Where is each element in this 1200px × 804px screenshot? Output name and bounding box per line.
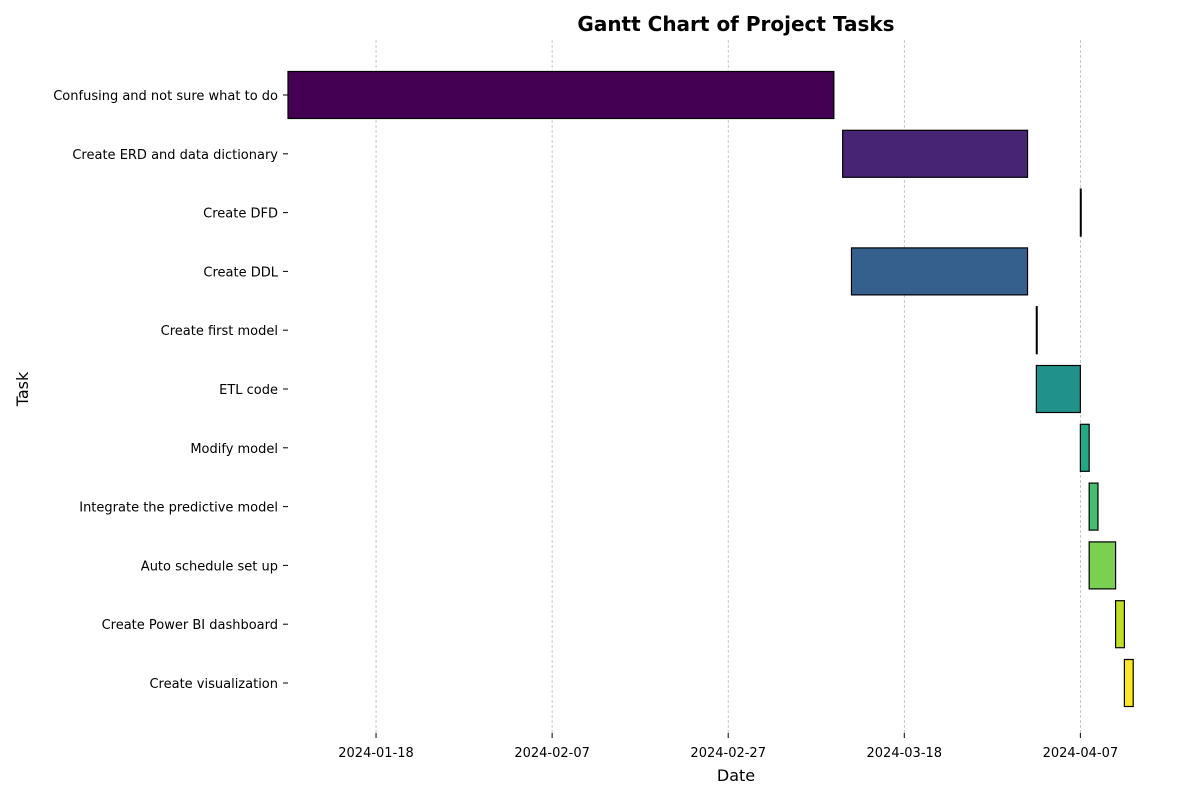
x-tick-label: 2024-01-18: [338, 746, 414, 761]
task-label: Create ERD and data dictionary: [72, 148, 278, 163]
task-bar: [850, 247, 1029, 296]
task-label: Create DDL: [203, 265, 278, 280]
task-bar: [842, 129, 1029, 178]
task-label: Create first model: [161, 324, 278, 339]
task-bar: [1088, 482, 1099, 531]
task-bar: [1079, 188, 1082, 237]
x-tick-label: 2024-02-07: [514, 746, 590, 761]
task-label: Create visualization: [149, 677, 278, 692]
task-label: Integrate the predictive model: [79, 501, 278, 516]
x-tick-label: 2024-03-18: [867, 746, 943, 761]
task-bar: [1088, 541, 1117, 590]
task-label: ETL code: [219, 383, 278, 398]
task-label: Create Power BI dashboard: [102, 618, 278, 633]
x-axis-label: Date: [717, 766, 755, 785]
x-tick-label: 2024-02-27: [690, 746, 766, 761]
task-label: Create DFD: [203, 207, 278, 222]
task-bar: [1035, 364, 1081, 414]
task-bar: [1114, 600, 1125, 649]
task-bar: [1035, 306, 1038, 355]
task-bar: [1123, 658, 1134, 708]
task-bars: [287, 70, 1134, 708]
task-label: Modify model: [190, 442, 278, 457]
task-bar: [1079, 423, 1090, 472]
task-bar: [287, 70, 835, 120]
task-label: Confusing and not sure what to do: [53, 89, 278, 104]
x-tick-label: 2024-04-07: [1043, 746, 1119, 761]
chart-title: Gantt Chart of Project Tasks: [577, 12, 894, 36]
y-axis: Confusing and not sure what to do Create …: [53, 89, 288, 692]
x-axis: 2024-01-18 2024-02-07 2024-02-27 2024-03-18…: [338, 733, 1118, 761]
y-axis-label: Task: [13, 371, 32, 407]
task-label: Auto schedule set up: [141, 559, 278, 574]
